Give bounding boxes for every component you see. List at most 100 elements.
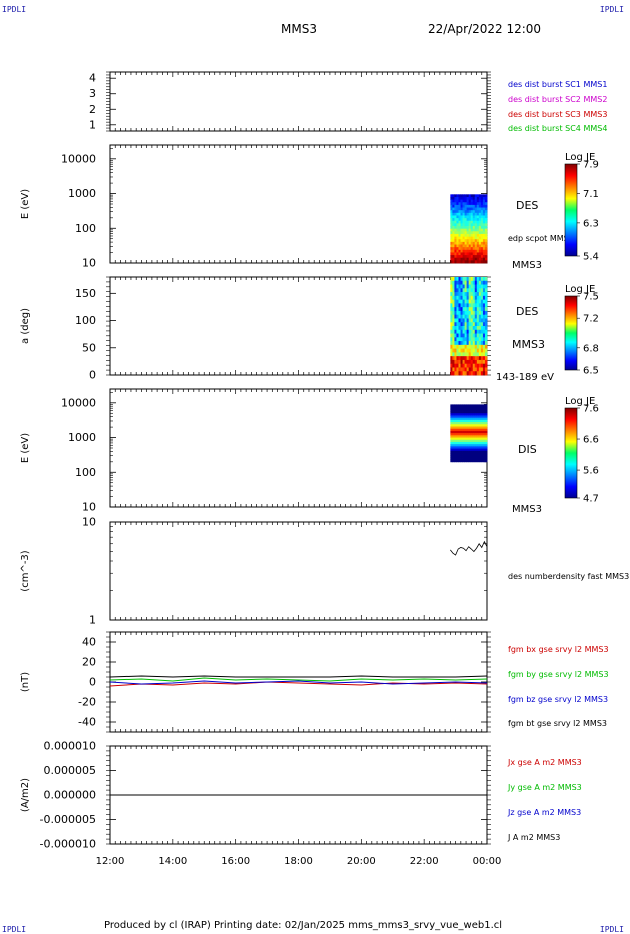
heatmap-cell [484,437,488,441]
heatmap-cell [476,239,480,243]
heatmap-cell [450,307,453,312]
heatmap-cell [462,207,466,211]
heatmap-cell [472,310,476,316]
heatmap-cell [480,244,484,248]
heatmap-cell [464,430,468,434]
heatmap-cell [482,446,486,449]
heatmap-cell [472,318,476,323]
heatmap-cell [468,314,472,319]
heatmap-cell [484,255,488,259]
heatmap-cell [450,218,453,222]
heatmap-cell [476,371,480,376]
heatmap-cell [462,241,466,245]
heatmap-cell [472,231,476,235]
heatmap-cell [482,204,486,208]
heatmap-cell [464,363,468,368]
heatmap-cell [464,422,468,425]
heatmap-cell [466,419,470,423]
heatmap-cell [476,455,480,458]
heatmap-cell [456,231,459,235]
heatmap-cell [474,244,478,248]
y-axis-label-current: (A/m2) [20,778,31,812]
heatmap-cell [484,318,488,323]
heatmap-cell [468,226,472,230]
heatmap-cell [452,439,455,443]
heatmap-cell [470,220,474,224]
heatmap-cell [466,236,470,240]
heatmap-cell [480,367,484,372]
heatmap-cell [484,406,488,410]
heatmap-cell [462,236,466,240]
heatmap-cell [464,419,468,423]
heatmap-cell [468,363,472,368]
heatmap-cell [478,299,482,304]
heatmap-cell [464,252,468,256]
heatmap-cell [460,228,463,232]
heatmap-cell [462,406,466,410]
legend-entry: des dist burst SC2 MMS2 [508,95,607,104]
heatmap-cell [482,194,486,198]
scpot-label: edp scpot MMS3 [508,234,574,243]
heatmap-cell [474,435,478,438]
heatmap-cell [462,337,466,342]
heatmap-cell [450,419,453,423]
heatmap-cell [456,344,459,350]
heatmap-cell [450,257,453,261]
heatmap-cell [468,228,472,232]
heatmap-cell [474,348,478,353]
heatmap-cell [458,257,461,261]
heatmap-cell [458,199,461,203]
heatmap-cell [476,359,480,365]
colorbar-title: Log JE [565,152,595,163]
heatmap-cell [462,367,466,372]
heatmap-cell [454,348,457,353]
heatmap-cell [450,433,453,436]
heatmap-cell [458,450,461,454]
heatmap-cell [480,220,484,224]
heatmap-cell [484,280,488,285]
heatmap-cell [464,435,468,438]
heatmap-cell [454,352,457,357]
heatmap-cell [468,239,472,243]
heatmap-cell [468,433,472,436]
heatmap-cell [478,199,482,203]
colorbar-tick-label: 5.6 [583,466,599,477]
heatmap-cell [476,367,480,372]
heatmap-cell [460,430,463,434]
heatmap-cell [468,215,472,219]
plot-frame-sc_timeline [109,71,488,132]
heatmap-cell [466,337,470,342]
heatmap-cell [476,226,480,230]
heatmap-cell [484,292,488,297]
heatmap-cell [482,284,486,289]
heatmap-cell [480,239,484,243]
heatmap-cell [452,277,455,282]
heatmap-cell [478,244,482,248]
heatmap-cell [460,359,463,365]
heatmap-cell [480,439,484,443]
plot-frame-des_energy [109,144,488,264]
corner-label-top-left: IPDLI [2,5,27,14]
heatmap-cell [480,280,484,285]
heatmap-cell [464,452,468,456]
heatmap-cell [470,322,474,327]
colorbar-tick-label: 7.6 [583,404,599,415]
heatmap-cell [470,255,474,259]
heatmap-cell [468,280,472,285]
heatmap-cell [458,220,461,224]
heatmap-cell [462,341,466,346]
heatmap-cell [460,247,463,251]
heatmap-cell [456,241,459,245]
heatmap-cell [478,455,482,458]
heatmap-cell [466,244,470,248]
heatmap-cell [484,417,488,421]
heatmap-cell [470,430,474,434]
heatmap-cell [484,352,488,357]
heatmap-cell [482,249,486,253]
heatmap-cell [474,422,478,425]
heatmap-cell [470,359,474,365]
heatmap-cell [460,252,463,256]
heatmap-cell [476,199,480,203]
y-tick-label: -20 [78,696,96,709]
heatmap-cell [470,428,474,432]
